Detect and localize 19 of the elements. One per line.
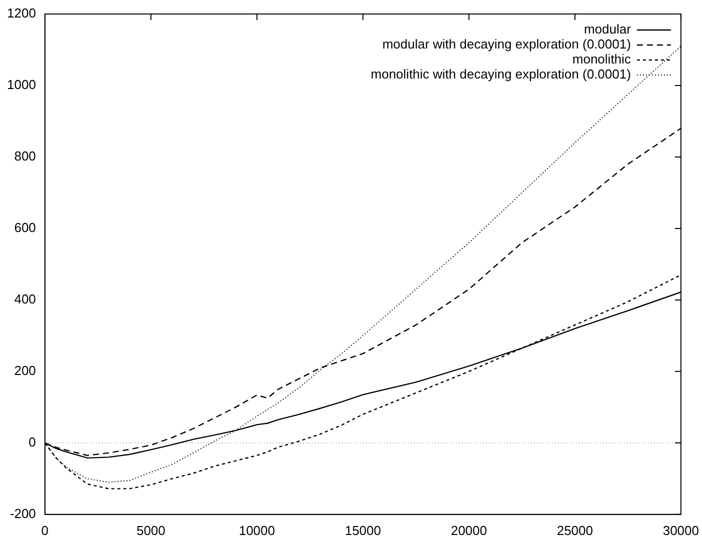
x-tick-label: 25000 xyxy=(556,522,593,538)
y-tick-label: 1000 xyxy=(7,77,36,92)
y-tick-label: 600 xyxy=(14,220,36,236)
legend-label: modular with decaying exploration (0.0001) xyxy=(382,36,631,52)
y-tick-label: 200 xyxy=(14,363,36,378)
x-tick-label: 30000 xyxy=(662,522,700,538)
legend-label: modular xyxy=(584,22,632,37)
x-tick-label: 5000 xyxy=(136,522,166,538)
x-tick-label: 20000 xyxy=(450,522,487,538)
y-tick-label: 1200 xyxy=(7,6,36,21)
y-tick-label: 800 xyxy=(14,148,36,164)
y-tick-label: -200 xyxy=(10,506,36,521)
x-tick-label: 0 xyxy=(41,522,49,538)
y-tick-label: 0 xyxy=(28,434,36,450)
y-tick-label: 400 xyxy=(14,292,36,307)
x-tick-label: 10000 xyxy=(238,522,275,538)
x-tick-label: 15000 xyxy=(344,522,381,538)
legend-label: monolithic with decaying exploration (0.0001) xyxy=(370,66,631,82)
legend-label: monolithic xyxy=(572,52,632,67)
